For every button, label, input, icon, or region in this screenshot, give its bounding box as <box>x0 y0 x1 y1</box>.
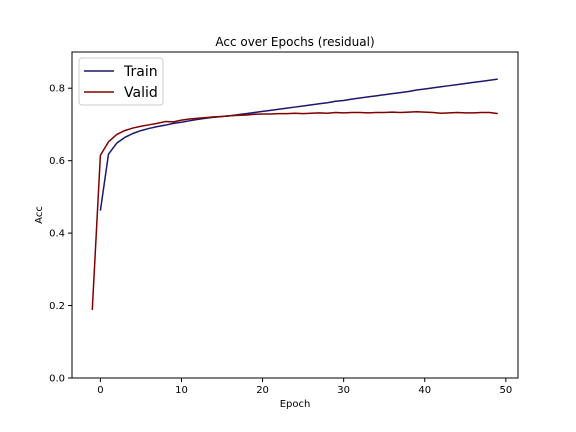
chart-title: Acc over Epochs (residual) <box>215 35 374 49</box>
series-line-valid <box>91 111 498 310</box>
y-tick-label: 0.4 <box>49 229 65 240</box>
series-line-train <box>99 78 498 211</box>
y-tick-label: 0.0 <box>49 374 65 385</box>
x-tick-label: 0 <box>97 385 103 396</box>
legend-label-train: Train <box>123 64 158 80</box>
x-tick-label: 20 <box>256 385 269 396</box>
x-tick-label: 30 <box>337 385 350 396</box>
y-axis-label: Acc <box>34 206 45 224</box>
y-tick-label: 0.2 <box>49 301 65 312</box>
y-axis: 0.0 0.2 0.4 0.6 0.8 <box>49 84 72 385</box>
y-tick-label: 0.6 <box>49 156 65 167</box>
x-axis: 0 10 20 30 40 50 <box>97 378 512 396</box>
axes-frame <box>71 51 519 379</box>
x-axis-label: Epoch <box>280 399 311 410</box>
x-tick-label: 40 <box>418 385 431 396</box>
legend: Train Valid <box>78 57 164 106</box>
plot-area <box>91 78 498 310</box>
y-tick-label: 0.8 <box>49 84 65 95</box>
legend-label-valid: Valid <box>124 85 158 101</box>
x-tick-label: 10 <box>175 385 188 396</box>
x-tick-label: 50 <box>499 385 512 396</box>
legend-box <box>78 57 164 106</box>
